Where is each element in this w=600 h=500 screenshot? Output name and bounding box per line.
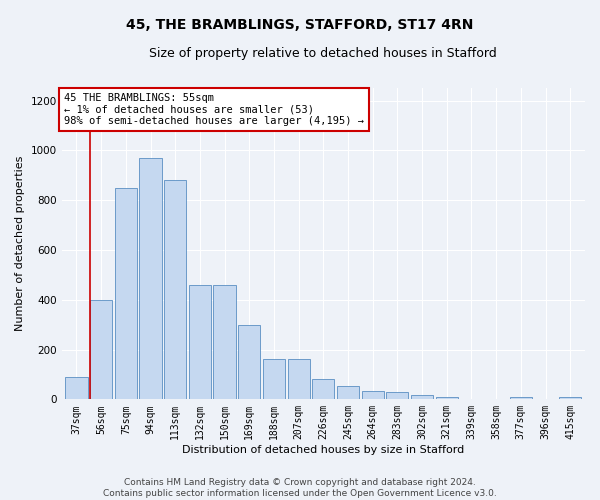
Bar: [238, 324, 260, 400]
Bar: [386, 392, 409, 400]
Y-axis label: Number of detached properties: Number of detached properties: [15, 156, 25, 332]
Bar: [559, 397, 581, 400]
Bar: [115, 188, 137, 400]
Bar: [510, 397, 532, 400]
Title: Size of property relative to detached houses in Stafford: Size of property relative to detached ho…: [149, 48, 497, 60]
Bar: [436, 398, 458, 400]
Text: 45, THE BRAMBLINGS, STAFFORD, ST17 4RN: 45, THE BRAMBLINGS, STAFFORD, ST17 4RN: [127, 18, 473, 32]
Bar: [312, 380, 334, 400]
Bar: [263, 358, 285, 400]
Bar: [362, 392, 384, 400]
Bar: [189, 285, 211, 400]
Bar: [287, 358, 310, 400]
Bar: [65, 378, 88, 400]
Bar: [411, 395, 433, 400]
Bar: [164, 180, 187, 400]
Bar: [337, 386, 359, 400]
Text: Contains HM Land Registry data © Crown copyright and database right 2024.
Contai: Contains HM Land Registry data © Crown c…: [103, 478, 497, 498]
Bar: [90, 300, 112, 400]
X-axis label: Distribution of detached houses by size in Stafford: Distribution of detached houses by size …: [182, 445, 464, 455]
Bar: [139, 158, 161, 400]
Bar: [214, 285, 236, 400]
Text: 45 THE BRAMBLINGS: 55sqm
← 1% of detached houses are smaller (53)
98% of semi-de: 45 THE BRAMBLINGS: 55sqm ← 1% of detache…: [64, 92, 364, 126]
